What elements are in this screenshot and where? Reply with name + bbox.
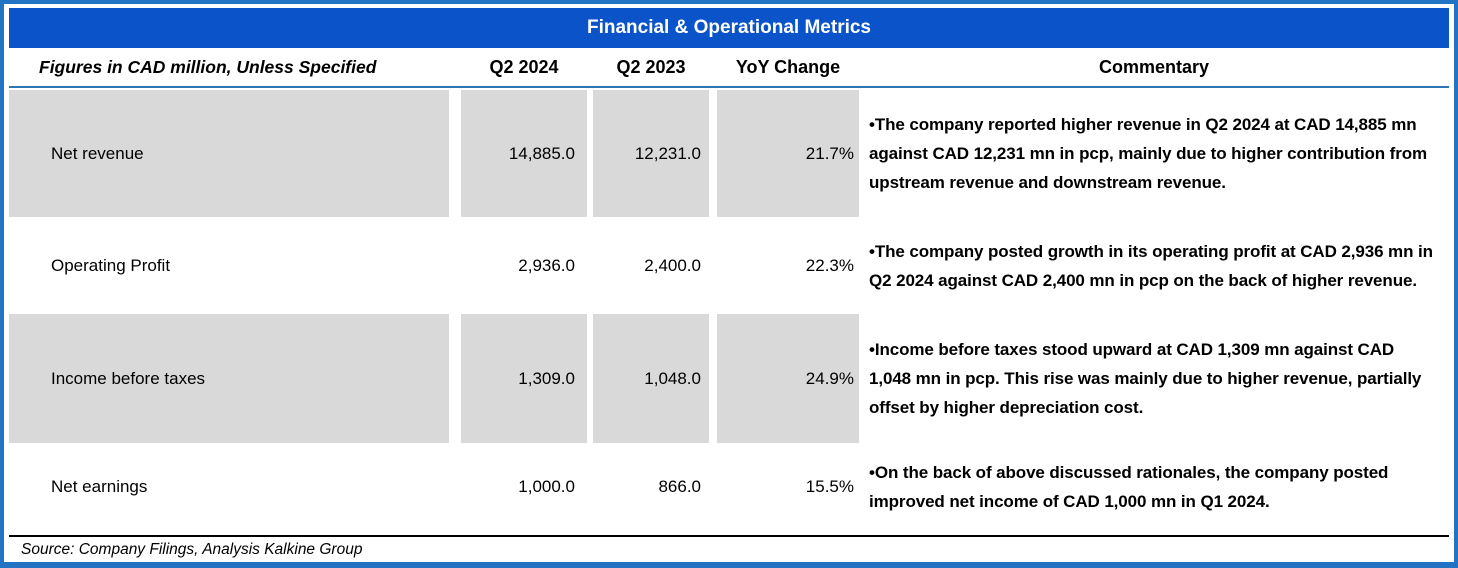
table-title: Financial & Operational Metrics <box>586 17 872 38</box>
column-header-q2-2024: Q2 2024 <box>489 56 559 77</box>
commentary-text: •On the back of above discussed rational… <box>869 463 1389 511</box>
header-divider-rule <box>9 86 1449 88</box>
table-row-net-revenue: Net revenue 14,885.0 12,231.0 21.7% •The… <box>9 90 1449 217</box>
column-header-yoy-change: YoY Change <box>735 56 841 77</box>
metric-label: Operating Profit <box>51 255 171 275</box>
table-row-income-before-taxes: Income before taxes 1,309.0 1,048.0 24.9… <box>9 314 1449 443</box>
table-row-net-earnings: Net earnings 1,000.0 866.0 15.5% •On the… <box>9 443 1449 531</box>
column-header-figures-note: Figures in CAD million, Unless Specified <box>39 56 377 77</box>
commentary-text: •The company reported higher revenue in … <box>869 115 1428 192</box>
value-q2-2024: 2,936.0 <box>518 255 575 275</box>
table-title-bar: Financial & Operational Metrics <box>9 8 1449 48</box>
value-yoy-change: 24.9% <box>717 314 859 443</box>
value-q2-2023: 1,048.0 <box>593 314 709 443</box>
value-yoy-change: 21.7% <box>717 90 859 217</box>
metric-label: Net revenue <box>9 90 449 217</box>
table-row-operating-profit: Operating Profit 2,936.0 2,400.0 22.3% •… <box>9 217 1449 314</box>
column-header-q2-2023: Q2 2023 <box>616 56 686 77</box>
source-attribution: Source: Company Filings, Analysis Kalkin… <box>21 541 363 558</box>
column-header-row: Figures in CAD million, Unless Specified… <box>9 48 1449 86</box>
value-yoy-change: 22.3% <box>805 255 854 275</box>
metric-label: Income before taxes <box>9 314 449 443</box>
commentary-text: •The company posted growth in its operat… <box>869 241 1433 290</box>
value-q2-2023: 866.0 <box>658 477 701 496</box>
table-body: Net revenue 14,885.0 12,231.0 21.7% •The… <box>9 90 1449 531</box>
value-q2-2023: 12,231.0 <box>593 90 709 217</box>
value-yoy-change: 15.5% <box>805 477 854 496</box>
value-q2-2024: 1,000.0 <box>518 477 575 496</box>
metric-label: Net earnings <box>51 477 148 496</box>
source-row: Source: Company Filings, Analysis Kalkin… <box>9 537 1449 562</box>
value-q2-2023: 2,400.0 <box>644 255 701 275</box>
column-header-commentary: Commentary <box>1098 56 1210 77</box>
commentary-text: •Income before taxes stood upward at CAD… <box>869 340 1422 417</box>
value-q2-2024: 1,309.0 <box>461 314 587 443</box>
source-divider-rule <box>9 535 1449 537</box>
value-q2-2024: 14,885.0 <box>461 90 587 217</box>
